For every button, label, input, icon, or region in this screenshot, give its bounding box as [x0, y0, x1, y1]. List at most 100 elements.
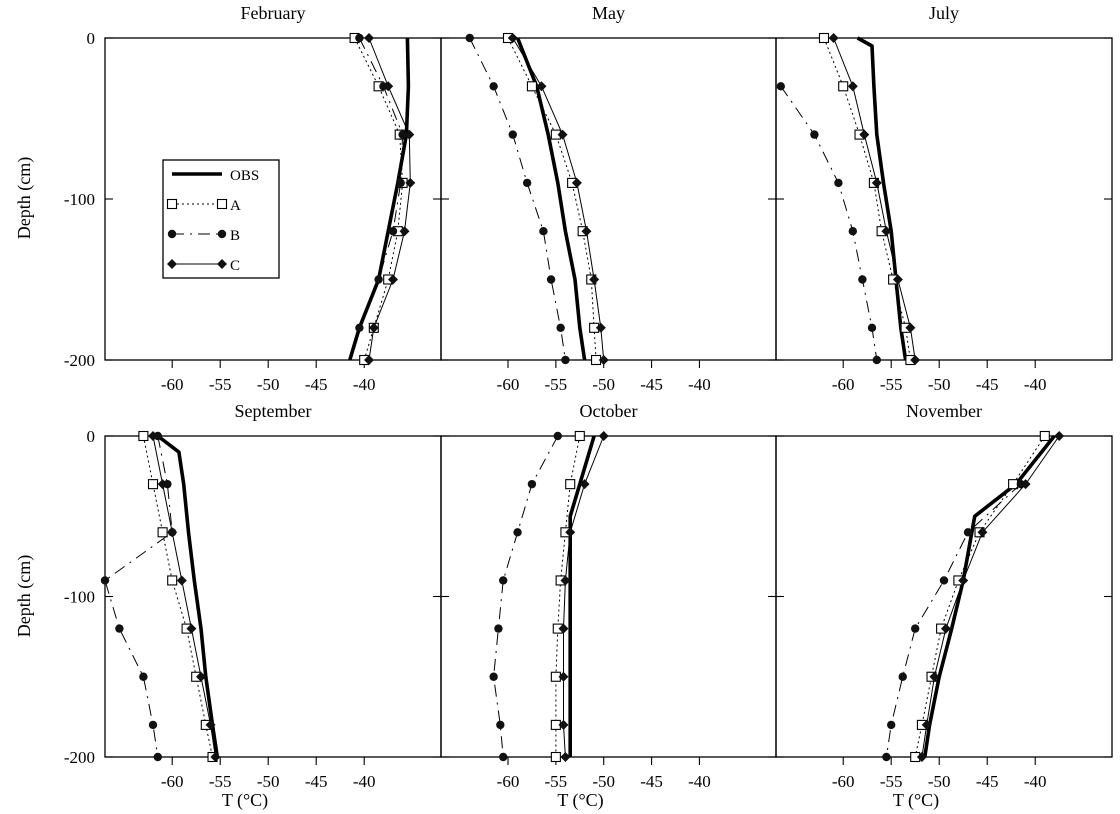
legend-item-obs-label: OBS — [230, 168, 259, 184]
chart-3-series-a-point-0 — [138, 430, 149, 442]
chart-4-series-b-point-0 — [553, 431, 562, 441]
chart-4-series-c-point-3 — [560, 575, 571, 586]
chart-0-xtick-label-3: -45 — [305, 375, 328, 394]
chart-4-series-c-line — [563, 435, 605, 758]
chart-0-ytick-label-2: -200 — [64, 351, 95, 370]
chart-0-xtick-label-1: -55 — [209, 375, 232, 394]
chart-4-series-b-point-1 — [527, 479, 537, 489]
chart-1-series-b-point-7 — [561, 355, 570, 365]
chart-1-xtick-label-4: -40 — [688, 375, 711, 394]
chart-1-series-c-point-6 — [595, 322, 606, 333]
chart-3-series-c-point-0 — [148, 431, 158, 441]
chart-5-title: November — [906, 401, 982, 421]
chart-1-series-b-point-6 — [556, 323, 565, 332]
chart-3-xtick-label-4: -40 — [353, 772, 376, 791]
chart-4-xtick-label-4: -40 — [688, 772, 711, 791]
chart-2-series-c-point-1 — [847, 81, 858, 92]
chart-2-series-b-point-3 — [848, 227, 857, 236]
chart-4-series-c-point-4 — [558, 623, 569, 634]
legend-item-a-marker-end — [216, 198, 228, 210]
chart-3-series-c-point-6 — [205, 719, 216, 730]
chart-5-series-c-point-3 — [958, 575, 969, 586]
chart-5-xtick-label-3: -45 — [976, 772, 999, 791]
chart-3-series-c-point-2 — [167, 527, 178, 538]
chart-5-series-c-point-2 — [977, 527, 988, 538]
chart-5-panel: November -60 -55 -50 -45 -40 T (°C) — [775, 401, 1113, 811]
chart-3-series-c-line — [152, 435, 216, 758]
chart-0-title: February — [241, 3, 306, 23]
chart-3-xtick-label-1: -55 — [209, 772, 232, 791]
chart-1-series-c-point-3 — [571, 177, 582, 188]
chart-3-series-b-line — [104, 435, 173, 758]
chart-1-series-c-line — [512, 37, 605, 361]
chart-3-xtick-label-2: -50 — [257, 772, 280, 791]
chart-4-xtick-label-0: -60 — [497, 772, 520, 791]
chart-2-frame — [775, 37, 1113, 361]
chart-3-series-c-point-7 — [210, 752, 221, 762]
chart-2-panel: July -60 -55 -50 -45 -40 — [775, 3, 1113, 394]
chart-4-series-b-line — [493, 435, 559, 758]
chart-5-series-c-point-5 — [929, 671, 940, 682]
chart-5-series-b-point-3 — [911, 624, 920, 633]
chart-2-xtick-label-1: -55 — [880, 375, 903, 394]
chart-4-series-c-point-7 — [560, 752, 571, 762]
chart-1-series-a-line — [507, 37, 597, 361]
chart-3-series-c-point-5 — [196, 671, 206, 682]
legend-item-a-marker-start — [166, 198, 178, 210]
chart-0-series-c-point-2 — [404, 129, 415, 140]
chart-3-series-b-point-7 — [153, 752, 162, 762]
chart-3-ytick-label-1: -100 — [64, 588, 95, 607]
axis-title-layer: Depth (cm) Depth (cm) — [14, 157, 35, 637]
chart-5-series-b-point-4 — [898, 672, 907, 681]
chart-2-series-c-point-4 — [881, 226, 892, 237]
chart-1-series-b-line — [469, 37, 566, 361]
chart-5-series-c-point-0 — [1054, 431, 1065, 441]
chart-4-series-b-point-3 — [499, 576, 508, 585]
chart-1-series-a-point-1 — [526, 81, 537, 92]
chart-4-series-c-point-0 — [598, 431, 609, 441]
chart-1-series-c-point-7 — [598, 355, 609, 365]
chart-3-xlabel: T (°C) — [222, 790, 268, 811]
chart-2-series-a-point-0 — [818, 32, 830, 44]
chart-1-series-c-point-0 — [507, 33, 518, 43]
chart-4-series-c-point-6 — [558, 719, 569, 730]
chart-5-series-c-point-1 — [1020, 479, 1031, 490]
chart-3-series-b-point-3 — [100, 576, 110, 585]
chart-2-series-b-point-6 — [872, 355, 881, 365]
chart-2-series-b-point-4 — [858, 275, 867, 284]
chart-0-series-b-point-0 — [355, 33, 364, 43]
chart-3-ytick-label-0: 0 — [87, 427, 96, 446]
chart-1-xtick-label-1: -55 — [545, 375, 568, 394]
chart-4-xtick-label-2: -50 — [592, 772, 615, 791]
chart-2-xtick-label-4: -40 — [1024, 375, 1047, 394]
chart-1-series-obs-line — [515, 37, 587, 361]
chart-2-series-c-point-2 — [859, 129, 870, 140]
chart-2-series-b-point-2 — [834, 178, 843, 188]
chart-5-series-a-point-1 — [1008, 479, 1019, 490]
chart-4-series-a-point-1 — [565, 479, 576, 490]
chart-3-panel: September -60 -55 -50 -45 -40 0 -100 -200 T (°C) — [64, 401, 442, 811]
legend-item-c-label: C — [230, 258, 240, 274]
chart-0-series-c-point-6 — [368, 322, 379, 333]
chart-2-series-c-point-6 — [905, 322, 916, 333]
chart-5-frame — [775, 435, 1113, 758]
chart-3-series-a-point-3 — [167, 575, 178, 586]
chart-0-series-c-point-7 — [364, 355, 374, 365]
chart-5-series-a-point-0 — [1039, 430, 1050, 442]
legend-item-b-label: B — [230, 228, 240, 244]
chart-0-series-b-point-6 — [355, 323, 364, 332]
chart-0-ytick-label-0: 0 — [87, 29, 96, 48]
chart-0-series-b-point-5 — [374, 275, 383, 284]
legend-item-b-marker-end — [217, 229, 227, 239]
chart-2-series-c-line — [833, 37, 916, 361]
chart-4-xtick-label-1: -55 — [545, 772, 568, 791]
chart-5-xtick-label-1: -55 — [880, 772, 903, 791]
chart-0-series-c-point-1 — [383, 81, 394, 92]
chart-3-series-c-point-3 — [176, 575, 187, 586]
chart-4-series-b-point-5 — [489, 672, 498, 681]
chart-4-xtick-label-3: -45 — [640, 772, 663, 791]
chart-5-series-c-point-4 — [940, 623, 951, 634]
chart-4-series-b-point-6 — [496, 720, 505, 730]
chart-3-series-b-point-6 — [148, 720, 158, 730]
chart-1-xtick-label-0: -60 — [497, 375, 520, 394]
